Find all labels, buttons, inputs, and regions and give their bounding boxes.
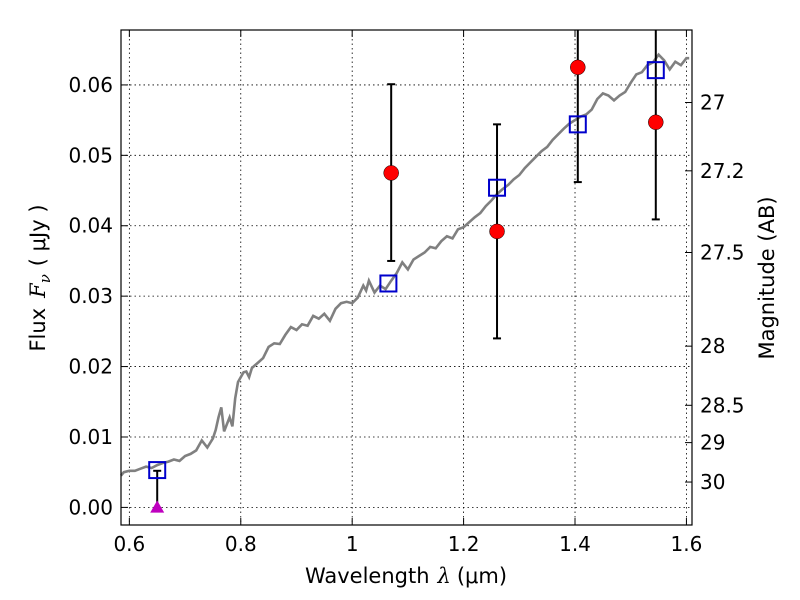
x-axis-label: Wavelength λ (μm): [305, 564, 507, 588]
model-square-markers: [148, 61, 665, 480]
observed-point: [383, 165, 399, 181]
x-tick-label: 1.2: [448, 532, 480, 556]
axis-ticks: [121, 30, 692, 525]
observed-point: [648, 114, 664, 130]
right-tick-label: 28.5: [700, 393, 745, 417]
y-tick-label: 0.05: [68, 143, 113, 167]
plot-frame: [120, 29, 693, 526]
observed-point: [570, 59, 586, 76]
right-tick-label: 30: [700, 470, 725, 494]
right-tick-label: 27.2: [700, 159, 745, 183]
y-tick-label: 0.04: [68, 214, 113, 238]
model-sed-line: [119, 52, 690, 477]
observed-circle-markers: [383, 59, 664, 240]
model-square: [148, 461, 167, 480]
right-axis-label: Magnitude (AB): [755, 196, 779, 359]
x-tick-labels: 0.6 0.8 1 1.2 1.4 1.6: [113, 532, 702, 556]
upper-limit-point: [150, 500, 165, 513]
x-tick-label: 1: [346, 532, 359, 556]
x-tick-label: 1.6: [671, 532, 703, 556]
y-tick-label: 0.01: [68, 425, 113, 449]
right-tick-label: 27.5: [700, 241, 745, 265]
right-tick-label: 27: [700, 91, 725, 115]
x-tick-label: 1.4: [559, 532, 591, 556]
upper-limit-markers: [150, 500, 165, 513]
model-square: [568, 115, 587, 134]
right-tick-label: 29: [700, 431, 725, 455]
grid-lines: [121, 30, 692, 525]
x-tick-label: 0.8: [225, 532, 257, 556]
y-tick-label: 0.02: [68, 355, 113, 379]
model-square: [646, 61, 665, 80]
observed-point: [489, 223, 505, 240]
y-tick-label: 0.06: [68, 73, 113, 97]
y-tick-label: 0.03: [68, 284, 113, 308]
right-tick-label: 28: [700, 334, 725, 358]
y-tick-labels: 0.00 0.01 0.02 0.03 0.04 0.05 0.06: [68, 73, 113, 519]
model-square: [488, 178, 507, 197]
model-square: [379, 274, 398, 293]
x-tick-label: 0.6: [113, 532, 145, 556]
right-tick-labels: 27 27.2 27.5 28 28.5 29 30: [700, 91, 745, 495]
y-tick-label: 0.00: [68, 495, 113, 519]
y-axis-label: FluxFν( μJy ): [26, 204, 54, 351]
